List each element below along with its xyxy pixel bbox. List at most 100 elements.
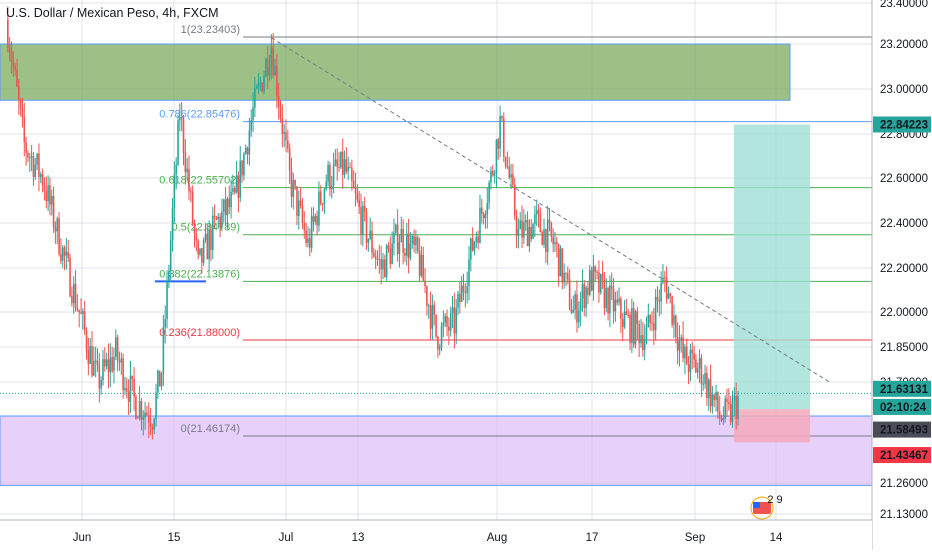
- price-tick-label: 21.85000: [880, 342, 928, 354]
- candle-body: [658, 299, 661, 302]
- candle-body: [153, 418, 156, 430]
- candle-body: [129, 375, 132, 402]
- candle-body: [464, 291, 467, 294]
- candle-body: [98, 365, 101, 389]
- candle-body: [526, 220, 529, 247]
- candle-body: [389, 248, 392, 265]
- candle-body: [312, 216, 315, 222]
- candle-body: [590, 270, 593, 291]
- candle-body: [413, 235, 415, 246]
- candle-body: [645, 327, 648, 339]
- candle-body: [250, 120, 253, 131]
- candle-body: [279, 107, 282, 119]
- candle-body: [321, 203, 324, 205]
- candle-body: [19, 100, 22, 109]
- candle-body: [83, 311, 86, 331]
- time-tick-label: Aug: [487, 532, 507, 544]
- candle-body: [43, 185, 46, 191]
- candle-body: [341, 151, 344, 175]
- candle-body: [345, 159, 348, 172]
- candle-body: [541, 232, 543, 245]
- candle-body: [261, 82, 263, 92]
- candle-body: [369, 230, 371, 239]
- candle-body: [616, 299, 619, 303]
- candle-body: [188, 168, 190, 192]
- price-badge-label: 02:10:24: [880, 402, 927, 414]
- candle-body: [294, 180, 296, 187]
- candle-body: [186, 168, 188, 173]
- candle-body: [528, 226, 531, 247]
- candle-body: [352, 180, 355, 188]
- candle-body: [706, 373, 708, 398]
- candle-body: [453, 307, 456, 334]
- candle-body: [239, 160, 242, 198]
- position-stop-zone: [734, 409, 810, 443]
- candle-body: [515, 215, 518, 236]
- fib-level-label: 1(23.23403): [181, 24, 240, 36]
- price-tick-label: 23.40000: [880, 0, 928, 10]
- candle-body: [358, 199, 360, 208]
- candle-body: [620, 298, 622, 320]
- events-badge[interactable]: 2 9: [750, 494, 783, 520]
- candle-body: [41, 174, 44, 186]
- candle-body: [717, 392, 719, 412]
- candle-body: [270, 47, 273, 68]
- candle-body: [621, 319, 624, 328]
- candle-body: [50, 195, 53, 205]
- candle-body: [292, 180, 295, 197]
- candle-body: [416, 237, 419, 251]
- candle-body: [69, 257, 71, 297]
- candle-body: [190, 191, 192, 193]
- candle-body: [435, 314, 437, 337]
- candle-body: [702, 383, 705, 385]
- candle-body: [512, 174, 514, 185]
- candle-body: [623, 311, 626, 328]
- price-badge: [873, 398, 931, 415]
- candle-body: [656, 296, 659, 300]
- candles: [7, 6, 739, 440]
- candle-body: [157, 370, 159, 393]
- candle-body: [244, 147, 247, 154]
- candle-body: [462, 285, 465, 292]
- candle-body: [248, 130, 251, 155]
- candle-body: [206, 233, 209, 260]
- candle-body: [288, 148, 291, 171]
- candle-body: [502, 118, 505, 157]
- price-tick-label: 23.20000: [880, 39, 928, 51]
- candle-body: [394, 224, 397, 233]
- candle-body: [100, 380, 102, 389]
- candle-body: [499, 116, 501, 149]
- candle-body: [482, 213, 485, 219]
- candle-body: [376, 258, 379, 260]
- candle-body: [442, 322, 445, 327]
- candle-body: [391, 243, 393, 265]
- candle-body: [27, 152, 29, 158]
- candle-body: [563, 272, 565, 283]
- candle-body: [290, 170, 293, 197]
- fib-level-label: 0.382(22.13876): [159, 268, 240, 280]
- candle-body: [303, 223, 306, 231]
- candle-body: [715, 392, 717, 401]
- candle-body: [426, 286, 428, 306]
- candle-body: [330, 185, 333, 190]
- candle-body: [601, 274, 604, 280]
- candle-body: [237, 175, 240, 198]
- candle-body: [530, 226, 533, 239]
- candle-body: [493, 173, 496, 175]
- candle-body: [263, 76, 265, 92]
- candle-body: [175, 164, 177, 175]
- candle-body: [243, 153, 245, 176]
- fib-level-label: 0(21.46174): [181, 423, 240, 435]
- candle-body: [107, 359, 110, 373]
- candle-body: [160, 373, 163, 387]
- candle-body: [693, 353, 695, 360]
- candle-body: [133, 378, 135, 397]
- price-badge: [873, 421, 931, 438]
- candle-body: [501, 116, 503, 119]
- candle-body: [726, 398, 728, 403]
- candle-body: [60, 253, 62, 261]
- candle-body: [556, 242, 558, 245]
- price-tick-label: 22.40000: [880, 218, 928, 230]
